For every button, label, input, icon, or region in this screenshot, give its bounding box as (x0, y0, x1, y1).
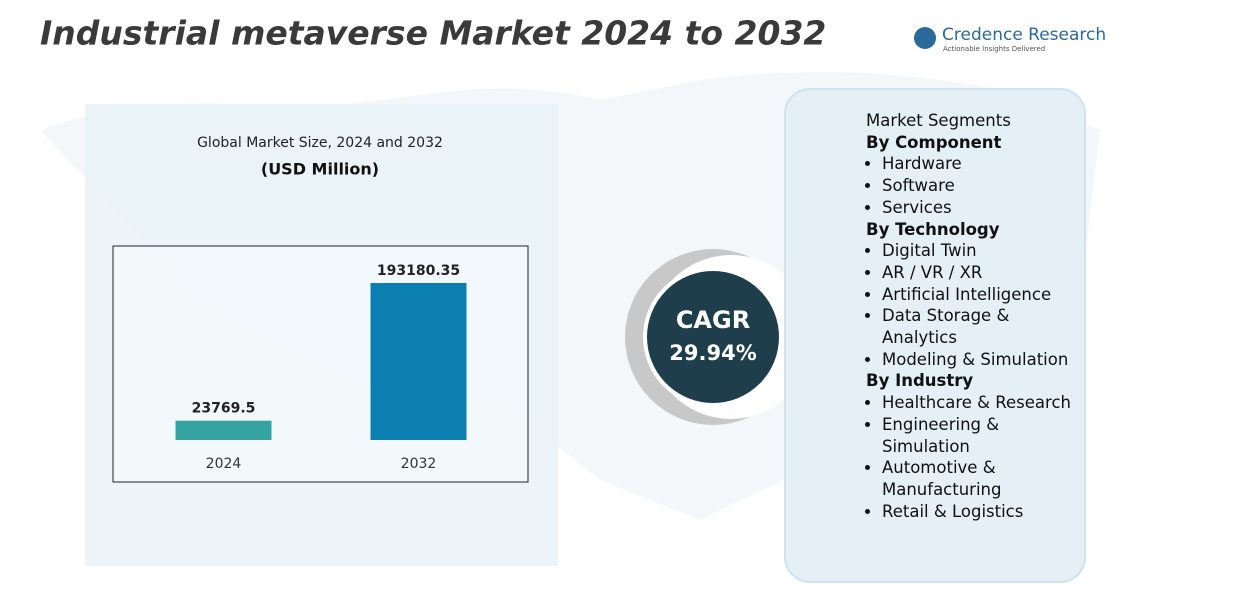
bar (175, 420, 272, 440)
segment-item: Automotive & Manufacturing (882, 457, 1076, 500)
cagr-label: CAGR (676, 306, 750, 334)
brand: Credence Research (942, 25, 1106, 45)
segment-item: Engineering & Simulation (882, 414, 1076, 457)
x-tick-label: 2032 (401, 456, 437, 472)
chart-subtitle: (USD Million) (261, 160, 379, 179)
segments-title: Market Segments (866, 111, 1011, 130)
page-title: Industrial metaverse Market 2024 to 2032 (40, 14, 826, 53)
segment-group: By Component (866, 132, 1002, 152)
logo-icon (914, 27, 936, 49)
bar (370, 283, 467, 440)
segments-panel: Market Segments By ComponentHardwareSoftw… (784, 88, 1086, 583)
segment-list: HardwareSoftwareServices (866, 153, 1076, 218)
value-label: 23769.5 (192, 401, 256, 417)
segment-item: Data Storage & Analytics (882, 305, 1076, 348)
tagline: Actionable Insights Delivered (943, 45, 1045, 53)
segment-group: By Technology (866, 219, 1000, 239)
segment-item: Artificial Intelligence (882, 284, 1076, 306)
segment-item: Hardware (882, 153, 1076, 175)
segment-list: Healthcare & ResearchEngineering & Simul… (866, 392, 1076, 522)
segment-item: Digital Twin (882, 240, 1076, 262)
x-tick-label: 2024 (206, 456, 242, 472)
segment-item: AR / VR / XR (882, 262, 1076, 284)
segment-item: Healthcare & Research (882, 392, 1076, 414)
segment-group: By Industry (866, 371, 974, 391)
cagr-circle (643, 267, 783, 407)
segment-item: Software (882, 175, 1076, 197)
value-label: 193180.35 (377, 263, 460, 279)
segment-item: Retail & Logistics (882, 501, 1076, 523)
cagr-value: 29.94% (669, 341, 756, 365)
chart-title: Global Market Size, 2024 and 2032 (197, 135, 443, 151)
segment-list: Digital TwinAR / VR / XRArtificial Intel… (866, 240, 1076, 370)
segment-item: Services (882, 197, 1076, 219)
segment-item: Modeling & Simulation (882, 349, 1076, 371)
chart-panel (85, 104, 558, 566)
